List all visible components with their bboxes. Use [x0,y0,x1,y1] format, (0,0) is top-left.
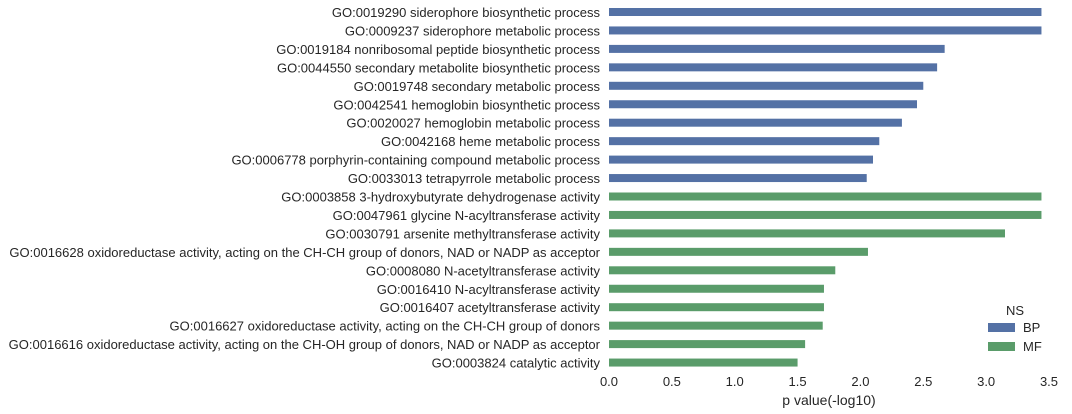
category-label: GO:0033013 tetrapyrrole metabolic proces… [348,171,601,186]
x-tick-label: 1.5 [789,374,807,389]
bar-bp-6 [609,118,902,127]
bar-bp-4 [609,81,924,90]
category-label: GO:0016410 N-acyltransferase activity [377,282,601,297]
category-label: GO:0006778 porphyrin-containing compound… [231,153,600,168]
x-tick-label: 1.0 [726,374,744,389]
bar-mf-9 [609,358,798,367]
bar-bp-5 [609,100,917,109]
category-label: GO:0009237 siderophore metabolic process [345,23,601,38]
x-tick-label: 3.0 [977,374,995,389]
legend-label-bp: BP [1023,320,1040,335]
category-label: GO:0003858 3-hydroxybutyrate dehydrogena… [281,190,600,205]
x-axis-ticks: 0.0 0.5 1.0 1.5 2.0 2.5 3.0 3.5 [600,374,1058,389]
legend-title: NS [1006,303,1024,318]
bar-bp-1 [609,26,1042,35]
legend-label-mf: MF [1023,339,1042,354]
x-axis-title: p value(-log10) [782,392,875,408]
category-label: GO:0020027 hemoglobin metabolic process [346,116,600,131]
category-label: GO:0030791 arsenite methyltransferase ac… [325,226,600,241]
bar-bp-9 [609,174,867,183]
bar-mf-2 [609,229,1005,238]
category-label: GO:0016616 oxidoreductase activity, acti… [9,337,601,352]
x-tick-label: 2.0 [851,374,869,389]
legend-swatch-mf [988,342,1015,351]
bar-bp-2 [609,44,945,53]
category-labels: GO:0019290 siderophore biosynthetic proc… [9,5,601,371]
x-tick-label: 2.5 [914,374,932,389]
bar-mf-8 [609,340,806,349]
bar-mf-5 [609,284,824,293]
x-tick-label: 0.5 [663,374,681,389]
category-label: GO:0003824 catalytic activity [432,356,601,371]
bar-bp-8 [609,155,873,164]
category-label: GO:0019184 nonribosomal peptide biosynth… [276,42,600,57]
category-label: GO:0016628 oxidoreductase activity, acti… [9,245,600,260]
category-label: GO:0016627 oxidoreductase activity, acti… [170,319,601,334]
bar-bp-0 [609,8,1042,16]
bar-bp-3 [609,63,938,72]
bar-mf-0 [609,192,1042,201]
category-label: GO:0008080 N-acetyltransferase activity [366,263,601,278]
bar-mf-4 [609,266,836,275]
category-label: GO:0016407 acetyltransferase activity [380,300,601,315]
x-tick-label: 0.0 [600,374,618,389]
bars-layer [609,8,1042,367]
category-label: GO:0044550 secondary metabolite biosynth… [277,60,601,75]
bar-bp-7 [609,137,880,146]
category-label: GO:0042168 heme metabolic process [381,134,600,149]
legend: NS BP MF [988,303,1042,354]
bar-mf-6 [609,303,824,312]
bar-mf-3 [609,247,868,256]
category-label: GO:0019748 secondary metabolic process [354,79,601,94]
category-label: GO:0042541 hemoglobin biosynthetic proce… [333,97,600,112]
bar-mf-7 [609,321,823,330]
x-tick-label: 3.5 [1040,374,1058,389]
category-label: GO:0019290 siderophore biosynthetic proc… [332,5,601,20]
legend-swatch-bp [988,323,1015,332]
category-label: GO:0047961 glycine N-acyltransferase act… [333,208,601,223]
bar-mf-1 [609,210,1042,219]
